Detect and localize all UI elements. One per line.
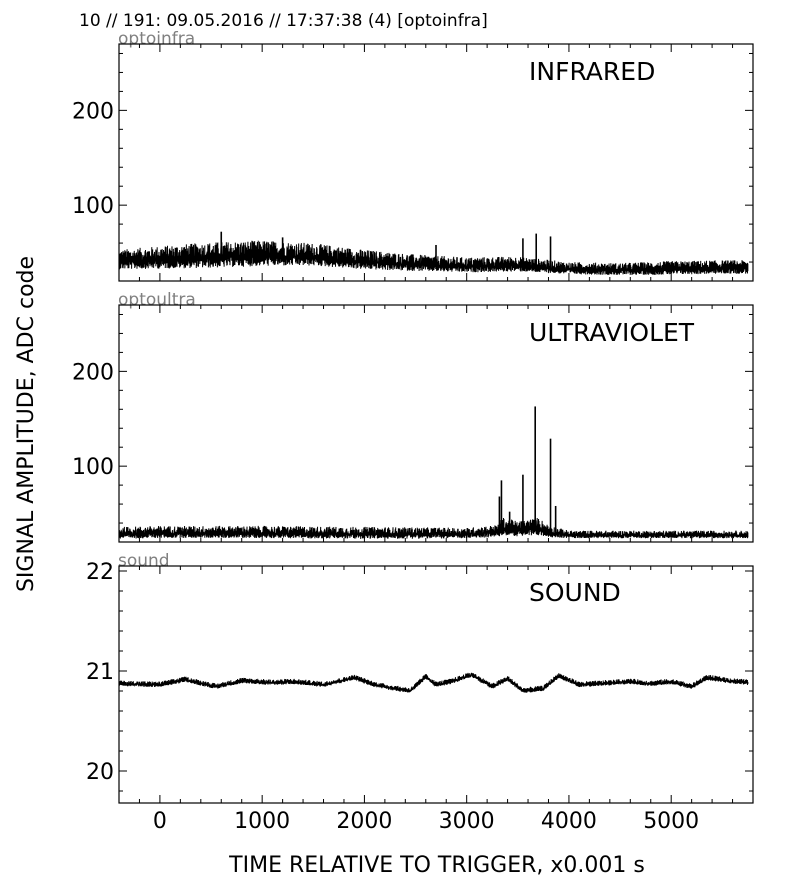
y-tick-label: 200	[72, 360, 114, 385]
plot-frame	[118, 304, 754, 543]
x-tick-label: 5000	[643, 809, 699, 834]
panel-title-infrared: INFRARED	[529, 57, 655, 86]
channel-label-infrared: optoinfra	[118, 29, 195, 49]
sound-panel: sound SOUND 20 21 22 0 1000 2000 3000 4000 5000	[86, 551, 754, 834]
channel-label-sound: sound	[118, 551, 170, 571]
y-axis-label: SIGNAL AMPLITUDE, ADC code	[14, 256, 39, 592]
ultraviolet-panel: optoultra ULTRAVIOLET 100 200	[72, 290, 754, 543]
channel-label-ultraviolet: optoultra	[118, 290, 196, 310]
x-tick-label: 1000	[234, 809, 290, 834]
y-tick-label: 100	[72, 194, 114, 219]
x-tick-label: 4000	[541, 809, 597, 834]
infrared-panel: optoinfra INFRARED 100 200	[72, 29, 754, 282]
y-tick-label: 22	[86, 560, 114, 585]
plot-frame	[118, 43, 754, 282]
y-tick-label: 20	[86, 760, 114, 785]
x-tick-label: 2000	[336, 809, 392, 834]
x-axis-label: TIME RELATIVE TO TRIGGER, x0.001 s	[228, 853, 645, 878]
y-tick-label: 100	[72, 455, 114, 480]
signal-trace	[118, 240, 749, 275]
x-tick-label: 0	[153, 809, 167, 834]
signal-trace	[118, 517, 749, 539]
y-tick-label: 200	[72, 99, 114, 124]
panel-title-sound: SOUND	[529, 578, 621, 607]
panel-title-ultraviolet: ULTRAVIOLET	[529, 318, 695, 347]
x-tick-label: 3000	[439, 809, 495, 834]
signal-trace	[118, 672, 749, 693]
y-tick-label: 21	[86, 660, 114, 685]
figure-header: 10 // 191: 09.05.2016 // 17:37:38 (4) [o…	[79, 11, 488, 31]
